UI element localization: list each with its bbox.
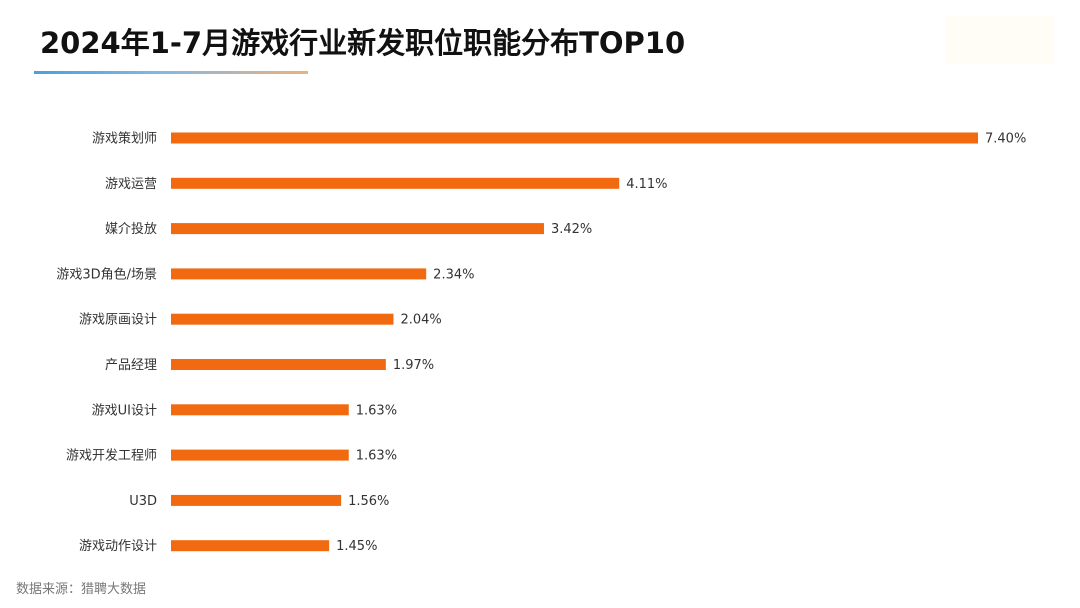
category-label: U3D — [129, 494, 157, 509]
value-label: 2.34% — [433, 267, 474, 282]
bar — [171, 359, 386, 370]
title-accent-line — [34, 71, 308, 74]
bar — [171, 494, 342, 506]
data-source-note: 数据来源：猎聘大数据 — [16, 582, 147, 597]
bar — [171, 223, 544, 235]
category-label: 媒介投放 — [105, 221, 157, 237]
bar — [171, 540, 330, 552]
bar — [171, 404, 349, 416]
logo-watermark — [946, 16, 1054, 64]
bar — [171, 268, 427, 280]
category-label: 游戏动作设计 — [79, 539, 157, 554]
value-label: 1.63% — [356, 403, 397, 418]
value-label: 4.11% — [626, 177, 667, 192]
value-label: 2.04% — [400, 313, 441, 328]
bar — [171, 449, 349, 461]
value-label: 3.42% — [551, 222, 592, 237]
category-label: 游戏策划师 — [92, 131, 157, 147]
chart-title: 2024年1-7月游戏行业新发职位职能分布TOP10 — [40, 26, 686, 60]
value-label: 1.45% — [336, 539, 377, 554]
category-label: 产品经理 — [105, 358, 157, 373]
value-label: 1.56% — [348, 494, 389, 509]
category-label: 游戏开发工程师 — [66, 448, 157, 464]
bar — [171, 132, 978, 144]
value-label: 7.40% — [985, 132, 1026, 147]
bar — [171, 177, 620, 189]
category-label: 游戏运营 — [105, 177, 157, 192]
category-label: 游戏UI设计 — [92, 403, 157, 418]
category-label: 游戏3D角色/场景 — [56, 266, 157, 282]
category-label: 游戏原画设计 — [79, 313, 157, 328]
bar — [171, 313, 394, 325]
value-label: 1.63% — [356, 449, 397, 464]
value-label: 1.97% — [393, 358, 434, 373]
